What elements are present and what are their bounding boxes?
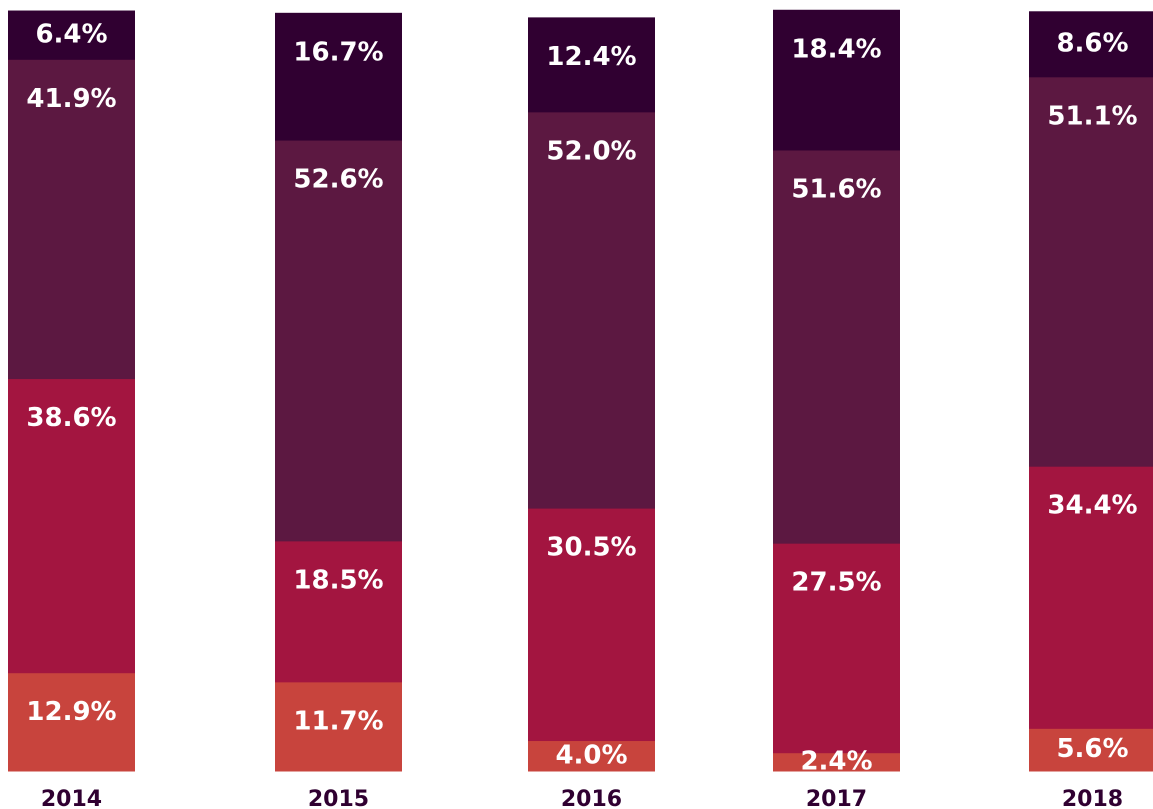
value-label-2017-series-3: 18.4% — [791, 34, 881, 64]
value-label-2015-series-1: 18.5% — [293, 565, 383, 595]
bar-segment-2017-series-2 — [773, 149, 900, 544]
bar-segment-2015-series-3 — [275, 12, 402, 141]
bar-segment-2016-series-2 — [528, 111, 655, 509]
value-label-2014-series-3: 6.4% — [35, 19, 107, 49]
value-label-2017-series-2: 51.6% — [791, 174, 881, 204]
value-label-2018-series-1: 34.4% — [1047, 491, 1137, 521]
bar-segment-2017-series-3 — [773, 9, 900, 151]
value-label-2017-series-0: 2.4% — [800, 746, 872, 776]
value-label-2016-series-3: 12.4% — [546, 42, 636, 72]
value-label-2018-series-2: 51.1% — [1047, 101, 1137, 131]
bars-group — [8, 9, 1153, 772]
x-tick-label-2017: 2017 — [806, 787, 867, 809]
bar-segment-2015-series-2 — [275, 140, 402, 542]
bar-segment-2015-series-0 — [275, 681, 402, 772]
bar-segment-2014-series-2 — [8, 59, 135, 380]
bar-segment-2014-series-1 — [8, 378, 135, 674]
value-label-2016-series-2: 52.0% — [546, 136, 636, 166]
value-label-2016-series-0: 4.0% — [555, 740, 627, 770]
bar-segment-2018-series-0 — [1029, 728, 1153, 772]
bar-segment-2017-series-1 — [773, 543, 900, 754]
x-tick-label-2015: 2015 — [308, 787, 369, 809]
value-labels-group: 12.9% 38.6% 41.9% 6.4% 11.7% 18.5% 52.6% 16.7% 4… — [26, 19, 1137, 776]
value-label-2018-series-3: 8.6% — [1056, 29, 1128, 59]
value-label-2014-series-1: 38.6% — [26, 403, 116, 433]
value-label-2014-series-2: 41.9% — [26, 84, 116, 114]
bar-segment-2016-series-3 — [528, 17, 655, 113]
value-label-2014-series-0: 12.9% — [26, 697, 116, 727]
bar-segment-2014-series-0 — [8, 672, 135, 772]
bar-segment-2018-series-3 — [1029, 11, 1153, 78]
bar-segment-2018-series-1 — [1029, 466, 1153, 729]
x-tick-label-2018: 2018 — [1062, 787, 1123, 809]
value-label-2018-series-0: 5.6% — [1056, 734, 1128, 764]
x-axis-labels: 2014 2015 2016 2017 2018 — [41, 787, 1123, 809]
bar-segment-2016-series-0 — [528, 740, 655, 772]
value-label-2017-series-1: 27.5% — [791, 568, 881, 598]
bar-segment-2017-series-0 — [773, 752, 900, 772]
bar-segment-2015-series-1 — [275, 540, 402, 683]
bar-segment-2016-series-1 — [528, 508, 655, 742]
value-label-2015-series-3: 16.7% — [293, 37, 383, 67]
value-label-2015-series-0: 11.7% — [293, 706, 383, 736]
x-tick-label-2016: 2016 — [561, 787, 622, 809]
bar-segment-2018-series-2 — [1029, 76, 1153, 467]
x-tick-label-2014: 2014 — [41, 787, 102, 809]
value-label-2016-series-1: 30.5% — [546, 533, 636, 563]
value-label-2015-series-2: 52.6% — [293, 165, 383, 195]
bar-segment-2014-series-3 — [8, 10, 135, 60]
